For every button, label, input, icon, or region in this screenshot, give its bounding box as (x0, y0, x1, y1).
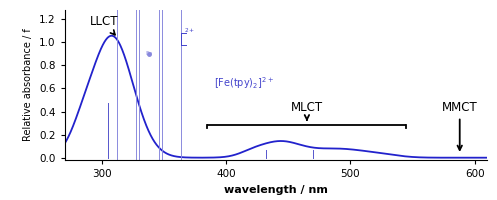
Text: $^{2+}$: $^{2+}$ (184, 28, 195, 37)
Text: $\mathregular{[Fe(tpy)_2]^{2+}}$: $\mathregular{[Fe(tpy)_2]^{2+}}$ (214, 75, 273, 91)
X-axis label: wavelength / nm: wavelength / nm (224, 185, 328, 195)
Text: MLCT: MLCT (291, 101, 323, 120)
Text: LLCT: LLCT (89, 15, 118, 35)
Text: MMCT: MMCT (442, 101, 478, 150)
Y-axis label: Relative absorbance / f: Relative absorbance / f (23, 29, 33, 141)
Text: Fe: Fe (146, 51, 153, 56)
